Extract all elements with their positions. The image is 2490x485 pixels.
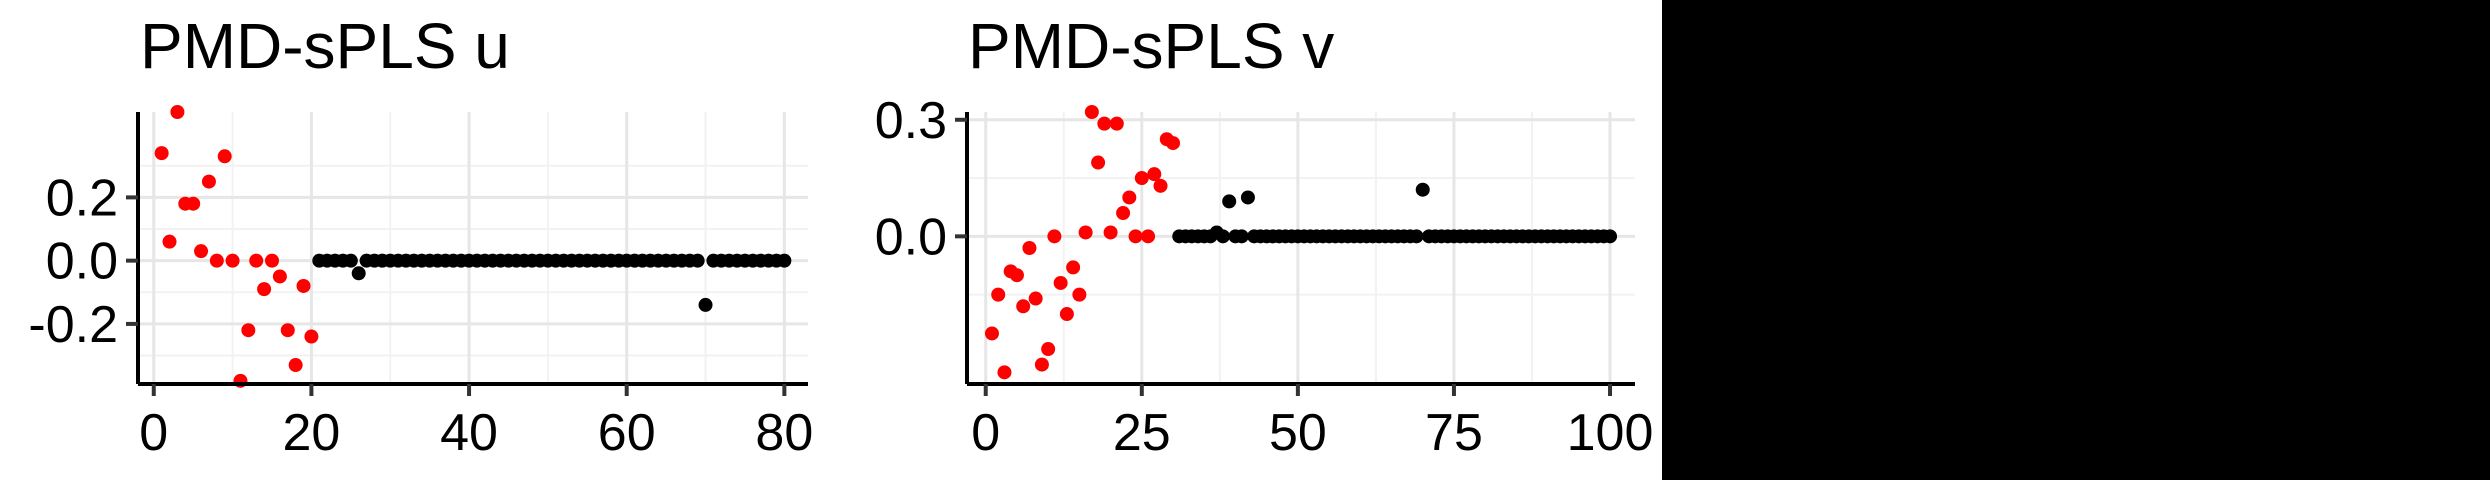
data-point bbox=[1215, 229, 1230, 244]
data-point bbox=[162, 234, 177, 249]
x-tick-label: 40 bbox=[440, 404, 498, 462]
data-point bbox=[698, 297, 713, 312]
data-point bbox=[1041, 342, 1056, 357]
data-point bbox=[1009, 268, 1024, 283]
data-point bbox=[272, 269, 287, 284]
black-region bbox=[1662, 0, 2490, 480]
data-point bbox=[257, 282, 272, 297]
x-tick-label: 60 bbox=[598, 404, 656, 462]
data-point bbox=[351, 266, 366, 281]
data-point bbox=[1147, 167, 1162, 182]
data-point bbox=[1409, 229, 1424, 244]
data-point bbox=[991, 287, 1006, 302]
data-point bbox=[690, 253, 705, 268]
data-point bbox=[343, 253, 358, 268]
data-point bbox=[1103, 225, 1118, 240]
points-u bbox=[154, 105, 792, 388]
x-tick-label: 100 bbox=[1567, 404, 1654, 462]
data-point bbox=[1153, 178, 1168, 193]
chart-title-u: PMD-sPLS u bbox=[140, 10, 510, 82]
plot-area-v bbox=[967, 112, 1635, 384]
data-point bbox=[186, 196, 201, 211]
data-point bbox=[288, 358, 303, 373]
data-point bbox=[304, 329, 319, 344]
data-point bbox=[1134, 171, 1149, 186]
x-tick-label: 75 bbox=[1425, 404, 1483, 462]
data-point bbox=[1047, 229, 1062, 244]
ticks-v: 0 25 50 75 100 0.0 0.3 bbox=[875, 92, 1654, 462]
data-point bbox=[1415, 182, 1430, 197]
data-point bbox=[984, 326, 999, 341]
data-point bbox=[1166, 136, 1181, 151]
data-point bbox=[296, 278, 311, 293]
x-tick-label: 25 bbox=[1113, 404, 1171, 462]
data-point bbox=[1116, 206, 1131, 221]
data-point bbox=[225, 253, 240, 268]
data-point bbox=[997, 365, 1012, 380]
data-point bbox=[241, 323, 256, 338]
points-v bbox=[984, 105, 1618, 380]
data-point bbox=[194, 244, 209, 259]
data-point bbox=[1240, 190, 1255, 205]
data-point bbox=[1084, 105, 1099, 119]
data-point bbox=[1234, 229, 1249, 244]
y-tick-label: 0.2 bbox=[46, 169, 118, 227]
data-point bbox=[1072, 287, 1087, 302]
panel-v: PMD-sPLS v 0 25 50 75 100 0.0 0.3 bbox=[875, 10, 1654, 462]
x-tick-label: 20 bbox=[282, 404, 340, 462]
data-point bbox=[265, 253, 279, 268]
data-point bbox=[1097, 116, 1112, 131]
data-point bbox=[170, 105, 185, 119]
chart-title-v: PMD-sPLS v bbox=[968, 10, 1334, 82]
data-point bbox=[1066, 260, 1081, 275]
data-point bbox=[249, 253, 264, 268]
data-point bbox=[1091, 155, 1106, 170]
data-point bbox=[1122, 190, 1137, 205]
x-tick-label: 0 bbox=[971, 404, 1000, 462]
data-point bbox=[1078, 225, 1093, 240]
data-point bbox=[777, 253, 792, 268]
plot-area-u bbox=[138, 112, 808, 384]
data-point bbox=[1016, 299, 1031, 314]
data-point bbox=[201, 174, 216, 189]
data-point bbox=[209, 253, 224, 268]
y-tick-label: -0.2 bbox=[28, 296, 118, 354]
data-point bbox=[1128, 229, 1143, 244]
x-tick-label: 50 bbox=[1269, 404, 1327, 462]
data-point bbox=[1022, 241, 1037, 255]
data-point bbox=[1053, 275, 1068, 290]
y-tick-label: 0.0 bbox=[46, 233, 118, 291]
data-point bbox=[1222, 194, 1237, 209]
grid-u bbox=[138, 112, 808, 384]
y-tick-label: 0.0 bbox=[875, 208, 947, 266]
data-point bbox=[154, 146, 169, 161]
data-point bbox=[1028, 291, 1043, 306]
data-point bbox=[1141, 229, 1156, 244]
ticks-u: 0 20 40 60 80 -0.20.0 0.2 bbox=[28, 169, 813, 462]
data-point bbox=[1603, 229, 1618, 244]
y-tick-label: 0.3 bbox=[875, 92, 947, 150]
x-tick-label: 80 bbox=[755, 404, 813, 462]
x-tick-label: 0 bbox=[139, 404, 168, 462]
data-point bbox=[217, 149, 232, 164]
data-point bbox=[1109, 116, 1124, 131]
data-point bbox=[280, 323, 295, 338]
panel-u: PMD-sPLS u 0 20 40 60 80 -0.20.0 0.2 bbox=[28, 10, 813, 462]
data-point bbox=[1034, 357, 1049, 372]
data-point bbox=[1059, 307, 1074, 322]
